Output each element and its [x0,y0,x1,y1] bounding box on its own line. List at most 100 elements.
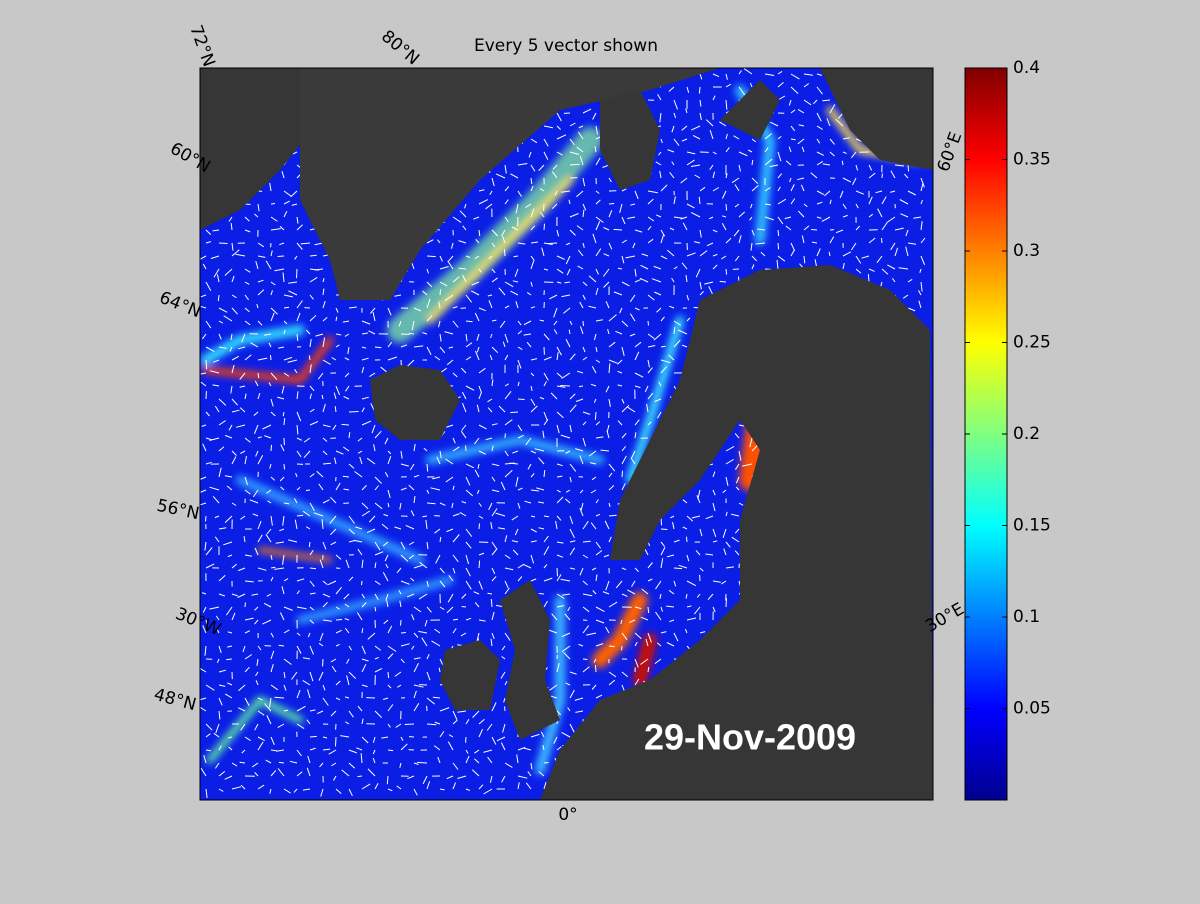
vector [240,762,245,763]
vector [375,607,376,611]
vector [726,204,727,211]
vector [206,516,207,521]
vector [278,256,284,257]
date-label: 29-Nov-2009 [644,717,856,758]
map-title: Every 5 vector shown [474,36,658,56]
colorbar-tick-label: 0.25 [1013,333,1051,353]
vector [427,256,436,257]
vector [271,355,272,360]
vector [358,776,363,777]
colorbar-tick-label: 0.2 [1013,424,1040,444]
vector [609,646,615,647]
vector [206,360,207,369]
vector [609,204,614,205]
vector [661,346,666,347]
vector [622,646,623,650]
vector [336,737,337,746]
colorbar-tick-label: 0.3 [1013,241,1040,261]
vector [595,412,596,420]
vector [842,161,843,165]
vector [622,471,623,477]
vector [479,561,480,568]
vector [427,503,436,504]
vector [579,386,583,387]
vector [583,541,591,542]
vector [342,424,350,425]
vector [544,763,549,764]
vector [388,750,393,751]
vector [687,537,688,542]
vector [720,281,726,282]
vector [583,659,587,660]
vector [440,290,441,296]
vector [514,256,519,257]
vector [908,165,909,172]
vector [648,321,649,326]
vector [868,274,869,282]
vector [614,229,622,230]
vector [362,581,363,585]
vector [323,463,331,464]
vector [387,776,388,784]
vector [388,672,389,678]
vector [309,355,310,360]
vector [279,762,284,763]
vector [547,243,557,244]
vector [674,568,682,569]
vector [726,598,727,607]
vector [401,620,402,626]
vector [409,333,414,334]
vector [349,412,359,413]
vector [226,659,232,660]
vector [279,645,284,646]
vector [510,412,518,413]
colorbar-tick-label: 0.4 [1013,58,1040,78]
vector [648,607,649,613]
vector [557,568,558,576]
vector [309,542,310,547]
colorbar-tick-label: 0.15 [1013,516,1051,536]
vector [306,490,310,491]
colorbar-tick-label: 0.1 [1013,607,1040,627]
colorbar-tick-label: 0.35 [1013,150,1051,170]
vector [218,295,219,301]
graticule-label: 0° [558,805,577,825]
vector [422,516,427,517]
colorbar-tick-label: 0.05 [1013,699,1051,719]
vector [778,230,779,236]
vector [271,204,275,205]
vector [284,418,285,425]
vector [271,445,272,451]
vector [453,619,458,620]
colorbar [965,68,1007,800]
vector [310,568,316,569]
vector [882,238,883,243]
vector [284,464,285,470]
vector [258,373,259,378]
vector [310,736,317,737]
vector [544,224,545,230]
vector [219,243,228,244]
vector [811,230,817,231]
vector [609,515,617,516]
vector [699,87,700,94]
vector [491,599,492,607]
vector [726,269,727,275]
vector [570,164,580,165]
vector [560,386,570,387]
vector [504,249,505,256]
vector [405,724,414,725]
vector [297,269,298,278]
vector [336,620,342,621]
vector [401,633,406,634]
vector [661,529,667,530]
vector [539,594,544,595]
vector [778,243,779,249]
vector [595,665,596,672]
vector [518,399,525,400]
vector [427,464,428,472]
vector [462,607,466,608]
vector [583,321,584,326]
